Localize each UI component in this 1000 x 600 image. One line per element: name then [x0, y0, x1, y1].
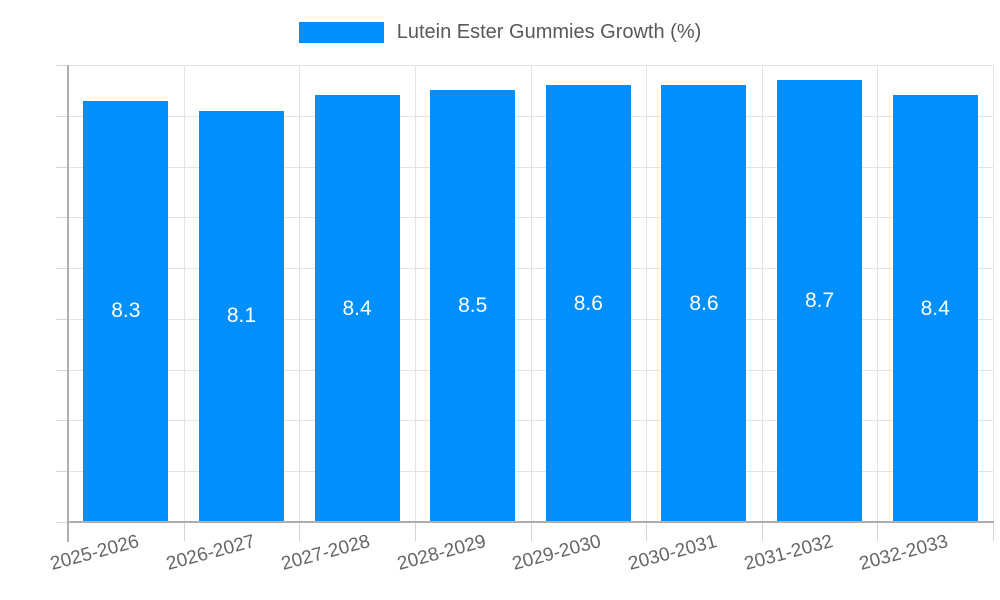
- bar: 8.3: [83, 100, 169, 522]
- y-axis-tick: [56, 471, 68, 473]
- x-axis-tick: [877, 522, 879, 541]
- y-axis-tick: [56, 65, 68, 66]
- bar-value-label: 8.4: [920, 296, 950, 320]
- bar-value-label: 8.4: [342, 296, 372, 320]
- y-axis-tick: [56, 268, 68, 270]
- x-axis-tick: [530, 522, 532, 541]
- bar-value-label: 8.3: [111, 299, 141, 323]
- x-axis-category-label: 2031-2032: [741, 531, 835, 575]
- x-axis-category-label: 2026-2027: [163, 531, 257, 575]
- gridline-vertical: [183, 65, 185, 522]
- x-axis-category-label: 2028-2029: [394, 531, 489, 575]
- gridline-vertical: [299, 65, 301, 522]
- y-axis-line: [67, 65, 69, 542]
- legend[interactable]: Lutein Ester Gummies Growth (%): [0, 21, 1000, 44]
- y-axis-tick: [56, 522, 68, 523]
- x-axis-line: [67, 521, 994, 523]
- x-axis-tick: [183, 522, 185, 541]
- y-axis-tick: [56, 369, 68, 371]
- x-axis-tick: [414, 522, 416, 541]
- bar-value-label: 8.6: [573, 291, 603, 315]
- legend-label: Lutein Ester Gummies Growth (%): [396, 21, 702, 43]
- gridline-vertical: [530, 65, 532, 522]
- bar: 8.1: [198, 110, 284, 522]
- bar: 8.4: [892, 95, 978, 522]
- bar: 8.6: [661, 85, 747, 522]
- x-axis-tick: [646, 522, 648, 541]
- gridline-vertical: [646, 65, 648, 522]
- plot-area: 8.3 8.1 8.4 8.5 8.6 8.6 8.7 8.4: [67, 65, 994, 542]
- x-axis-category-label: 2029-2030: [510, 531, 604, 575]
- bar-value-label: 8.7: [804, 289, 835, 313]
- x-axis-tick: [993, 522, 994, 541]
- gridline-vertical: [414, 65, 416, 522]
- y-axis-tick: [56, 115, 68, 117]
- y-axis-tick: [56, 166, 68, 168]
- gridline-vertical: [761, 65, 763, 522]
- gridline-vertical: [993, 65, 994, 522]
- x-axis-category-label: 2032-2033: [857, 531, 951, 575]
- y-axis-tick: [56, 217, 68, 219]
- bar-value-label: 8.5: [458, 294, 488, 318]
- bar: 8.5: [430, 90, 516, 522]
- y-axis-tick: [56, 318, 68, 320]
- legend-swatch-icon: [298, 22, 384, 43]
- bar: 8.4: [314, 95, 400, 522]
- x-axis-category-label: 2027-2028: [279, 531, 373, 575]
- x-axis-category-label: 2025-2026: [48, 531, 142, 575]
- bar: 8.7: [777, 80, 863, 522]
- bar-value-label: 8.1: [226, 304, 257, 328]
- gridline-vertical: [877, 65, 879, 522]
- x-axis-tick: [761, 522, 763, 541]
- y-axis-tick: [56, 420, 68, 422]
- bar-value-label: 8.6: [689, 291, 719, 315]
- x-axis-tick: [299, 522, 301, 541]
- x-axis-category-label: 2030-2031: [626, 531, 720, 575]
- bar: 8.6: [545, 85, 631, 522]
